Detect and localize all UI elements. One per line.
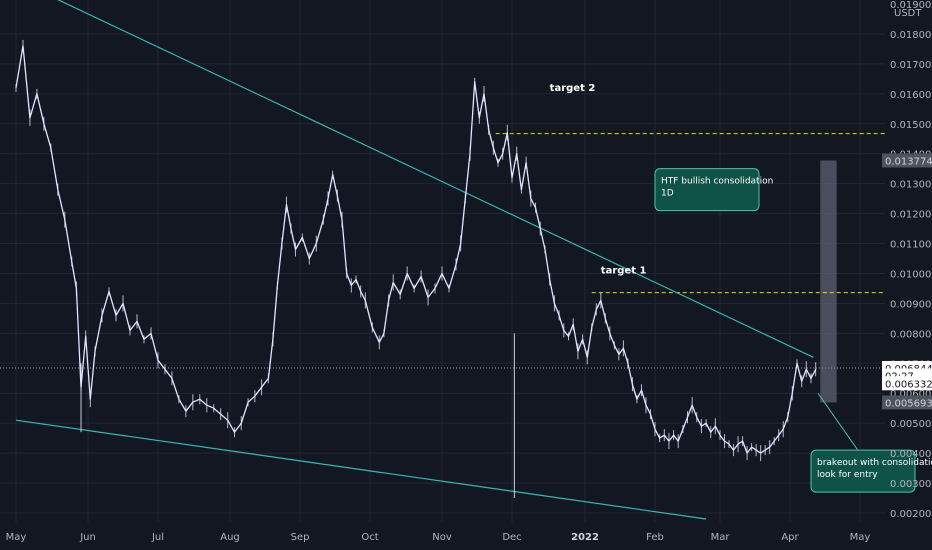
x-tick-label: 2022 bbox=[571, 532, 599, 543]
target-annotation[interactable]: target 1 bbox=[601, 265, 647, 276]
price-line bbox=[15, 45, 817, 454]
price-tag-bg bbox=[882, 153, 932, 168]
callout-box bbox=[654, 168, 760, 212]
x-tick-label: May bbox=[6, 532, 27, 543]
x-tick-label: Mar bbox=[711, 532, 731, 543]
callout-text: brakeout with consolidatio bbox=[817, 458, 932, 468]
x-tick-label: Sep bbox=[291, 532, 310, 543]
callout-text: 1D bbox=[661, 189, 674, 199]
x-tick-label: Apr bbox=[781, 532, 799, 543]
callout[interactable]: brakeout with consolidatio look for entry bbox=[810, 392, 932, 493]
projection-box-layer bbox=[820, 160, 837, 403]
price-tag-label: 0.006332 bbox=[885, 379, 932, 390]
target-annotation[interactable]: target 2 bbox=[550, 83, 596, 94]
callout-text: HTF bullish consolidation bbox=[661, 177, 773, 187]
price-tag: 0.006332 bbox=[882, 376, 932, 391]
x-tick-label: Oct bbox=[361, 532, 378, 543]
callout-pointer bbox=[817, 392, 859, 451]
callout-text: look for entry bbox=[817, 470, 878, 480]
price-tag-bg bbox=[882, 376, 932, 391]
x-tick-label: Dec bbox=[502, 532, 521, 543]
price-tag: 0.005693 bbox=[882, 395, 932, 410]
target-levels bbox=[0, 133, 885, 369]
projection-box bbox=[820, 160, 837, 403]
callout[interactable]: HTF bullish consolidation 1D bbox=[654, 168, 773, 212]
annotations: target 2 target 1 HTF bullish consolidatio… bbox=[550, 83, 932, 493]
currency-label: USDT bbox=[894, 8, 922, 19]
trendlines bbox=[0, 0, 814, 520]
x-tick-label: May bbox=[850, 532, 871, 543]
trendline-descending-resistance[interactable] bbox=[0, 0, 814, 358]
x-tick-label: Jun bbox=[79, 532, 96, 543]
price-tag-bg bbox=[882, 395, 932, 410]
callout-box bbox=[810, 449, 916, 493]
y-tick-label: 0.002000 bbox=[890, 509, 932, 520]
x-tick-label: Aug bbox=[220, 532, 240, 543]
trendline-ascending-support[interactable] bbox=[15, 419, 707, 520]
price-tag-label: 0.005693 bbox=[885, 398, 932, 409]
grid bbox=[0, 0, 885, 522]
x-tick-label: Nov bbox=[432, 532, 452, 543]
x-tick-label: Jul bbox=[151, 532, 164, 543]
x-tick-label: Feb bbox=[646, 532, 664, 543]
price-tag-label: 0.013774 bbox=[885, 156, 932, 167]
price-tag: 0.013774 bbox=[882, 153, 932, 168]
price-series bbox=[15, 39, 817, 499]
